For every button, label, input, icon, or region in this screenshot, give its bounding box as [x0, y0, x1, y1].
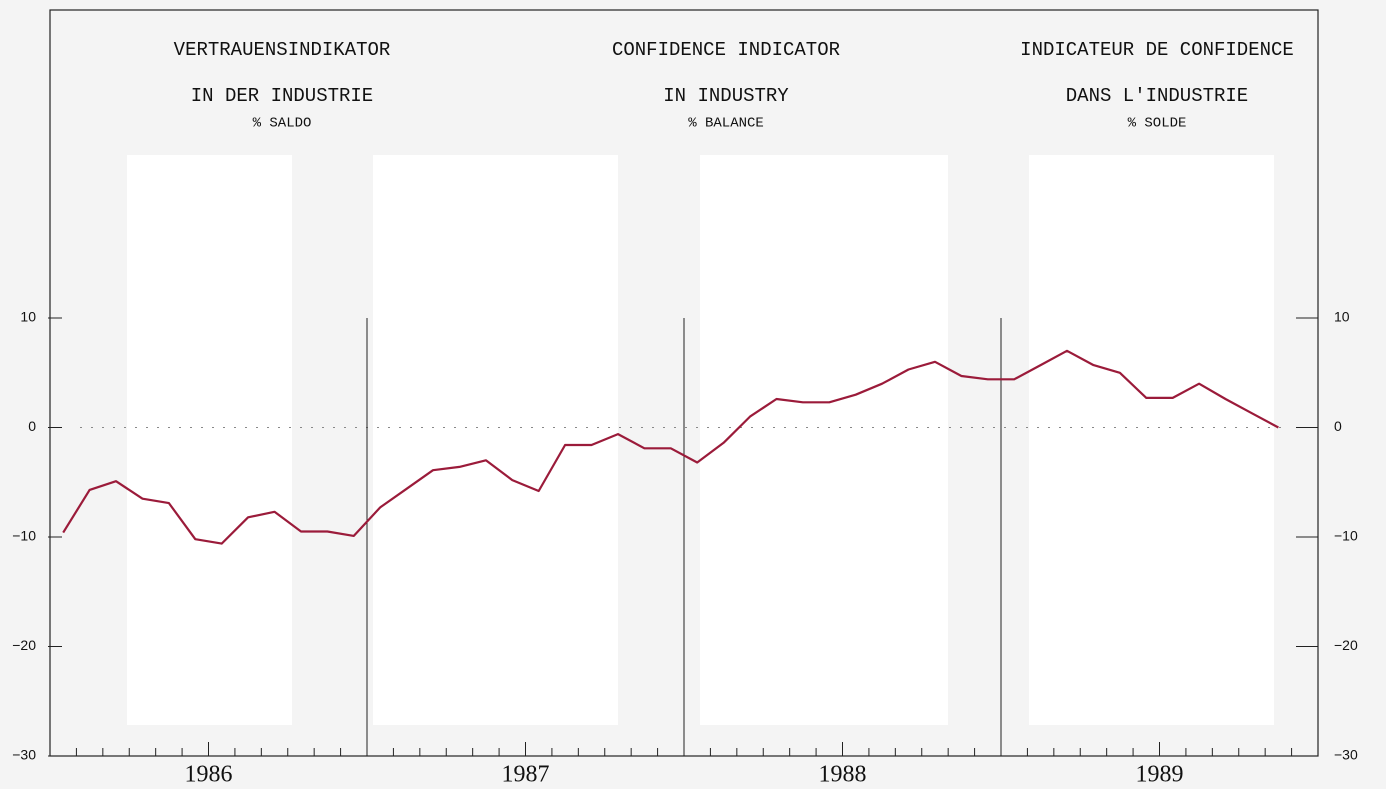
heading: CONFIDENCE INDICATOR	[612, 39, 840, 61]
heading: IN INDUSTRY	[663, 85, 789, 107]
panel	[700, 155, 948, 725]
y-tick-label: −10	[1334, 528, 1358, 544]
panel	[127, 155, 292, 725]
heading: IN DER INDUSTRIE	[191, 85, 373, 107]
y-tick-label: 0	[1334, 418, 1342, 434]
y-tick-label: 0	[28, 418, 36, 434]
y-tick-label: −10	[12, 528, 36, 544]
y-tick-label: −20	[1334, 637, 1358, 653]
y-tick-label: 10	[20, 309, 36, 325]
panel	[373, 155, 618, 725]
year-label: 1986	[185, 762, 233, 788]
heading: % SOLDE	[1128, 116, 1187, 132]
y-tick-label: −20	[12, 637, 36, 653]
heading: DANS L'INDUSTRIE	[1066, 85, 1248, 107]
heading: INDICATEUR DE CONFIDENCE	[1020, 39, 1294, 61]
heading: VERTRAUENSINDIKATOR	[174, 39, 391, 61]
heading: % BALANCE	[688, 116, 764, 132]
year-label: 1988	[819, 762, 867, 788]
year-label: 1989	[1136, 762, 1184, 788]
panel	[1029, 155, 1274, 725]
year-label: 1987	[502, 762, 550, 788]
y-tick-label: 10	[1334, 309, 1350, 325]
y-tick-label: −30	[12, 747, 36, 763]
y-tick-label: −30	[1334, 747, 1358, 763]
heading: % SALDO	[253, 116, 312, 132]
data-line	[62, 349, 1279, 545]
